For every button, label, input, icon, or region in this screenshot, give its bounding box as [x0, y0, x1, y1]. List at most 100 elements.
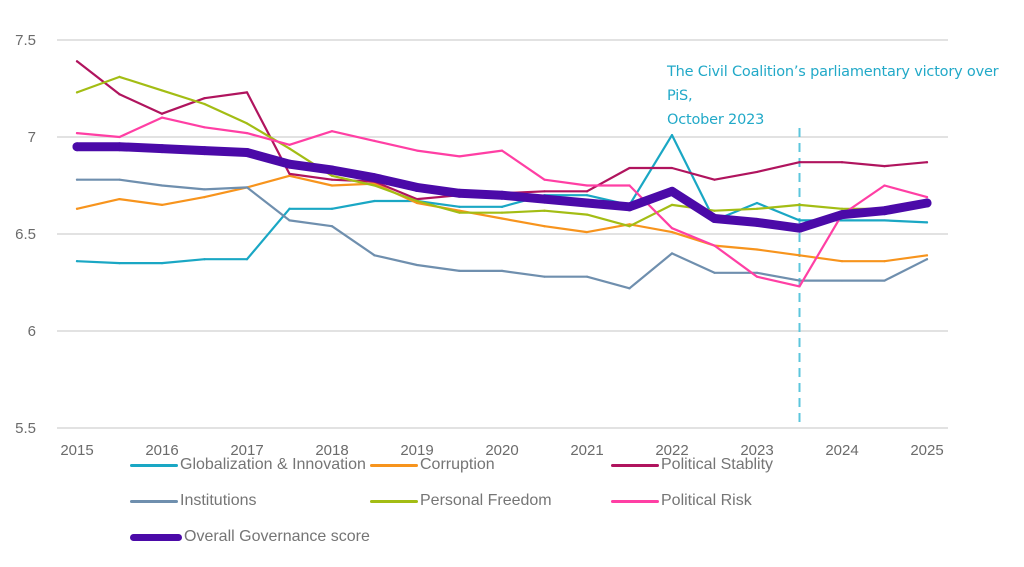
legend-item-institutions[interactable]: Institutions [130, 492, 256, 510]
data-point-personal-freedom [245, 122, 249, 125]
legend-label-personal-freedom: Personal Freedom [420, 492, 552, 509]
data-point-corruption [75, 207, 79, 210]
data-point-corruption [755, 248, 759, 251]
data-point-institutions [883, 279, 886, 282]
data-point-political-stability [883, 165, 886, 168]
data-point-globalization [330, 207, 334, 210]
data-point-political-risk [925, 196, 929, 199]
data-point-overall [200, 146, 209, 156]
data-point-overall [922, 198, 932, 208]
x-tick-label: 2019 [400, 442, 433, 459]
y-tick-label: 7.5 [15, 32, 36, 49]
y-tick-label: 7 [28, 129, 36, 146]
data-point-institutions [798, 279, 801, 282]
data-point-political-risk [713, 244, 716, 247]
y-tick-label: 6 [28, 323, 36, 340]
data-point-personal-freedom [203, 102, 206, 106]
data-point-political-risk [755, 275, 759, 278]
data-point-institutions [713, 271, 716, 274]
data-point-personal-freedom [500, 211, 504, 214]
data-point-personal-freedom [415, 199, 419, 203]
data-point-globalization [883, 219, 886, 222]
data-point-corruption [840, 260, 844, 263]
data-point-globalization [118, 262, 121, 265]
data-point-personal-freedom [288, 147, 291, 150]
data-point-institutions [160, 184, 164, 187]
data-point-overall [625, 202, 634, 212]
legend-swatch-institutions [130, 499, 178, 503]
data-point-institutions [330, 225, 334, 228]
data-point-institutions [670, 252, 674, 255]
x-tick-label: 2024 [825, 442, 858, 459]
legend-label-corruption: Corruption [420, 456, 495, 473]
data-point-globalization [245, 258, 249, 261]
data-point-political-risk [458, 155, 461, 158]
data-point-political-stability [118, 93, 121, 96]
legend-item-political-risk[interactable]: Political Risk [611, 492, 752, 510]
data-point-overall [582, 198, 592, 208]
data-point-globalization [840, 219, 844, 222]
data-point-overall [497, 190, 507, 200]
data-point-political-stability [755, 170, 759, 174]
data-point-institutions [415, 263, 419, 267]
data-point-personal-freedom [75, 91, 79, 94]
data-point-globalization [500, 205, 504, 208]
legend-label-institutions: Institutions [180, 492, 257, 509]
data-point-personal-freedom [543, 209, 546, 212]
data-point-corruption [883, 260, 886, 263]
data-point-political-stability [160, 112, 164, 115]
annotation-line-2: October 2023 [667, 112, 765, 128]
data-point-overall [710, 213, 719, 223]
legend-swatch-political-stability [611, 463, 659, 467]
data-point-personal-freedom [118, 75, 121, 78]
data-point-institutions [500, 269, 504, 272]
data-point-corruption [500, 217, 504, 220]
data-point-political-risk [883, 184, 886, 187]
legend-label-overall-governance: Overall Governance score [184, 528, 370, 545]
data-point-political-risk [330, 130, 334, 133]
legend-item-corruption[interactable]: Corruption [370, 456, 495, 474]
legend-swatch-personal-freedom [370, 499, 418, 503]
data-point-political-risk [373, 139, 376, 142]
data-point-overall [540, 194, 549, 204]
data-point-political-risk [798, 285, 801, 288]
data-point-globalization [458, 205, 461, 208]
data-point-globalization [670, 133, 674, 137]
data-point-political-stability [798, 161, 801, 164]
legend-swatch-corruption [370, 463, 418, 467]
data-point-institutions [288, 219, 291, 222]
data-point-institutions [585, 275, 589, 278]
data-point-personal-freedom [840, 207, 844, 210]
data-point-political-stability [670, 166, 674, 170]
data-point-corruption [288, 174, 291, 177]
data-point-personal-freedom [330, 174, 334, 177]
data-point-corruption [670, 230, 674, 234]
data-point-political-stability [628, 166, 631, 170]
data-point-personal-freedom [458, 211, 461, 214]
legend-item-overall-governance[interactable]: Overall Governance score [130, 528, 370, 546]
data-point-personal-freedom [373, 184, 376, 187]
legend-item-globalization[interactable]: Globalization & Innovation [130, 456, 366, 474]
data-point-political-stability [585, 190, 589, 193]
annotation-line-1: The Civil Coalition’s parliamentary vict… [667, 64, 999, 104]
data-point-institutions [840, 279, 844, 282]
data-point-overall [72, 142, 82, 152]
x-axis-ticks: 2015 2016 2017 2018 2019 2020 2021 2022 2023 2024… [60, 442, 943, 459]
x-tick-label: 2021 [570, 442, 603, 459]
x-tick-label: 2016 [145, 442, 178, 459]
annotation-text: The Civil Coalition’s parliamentary vict… [667, 60, 1024, 132]
data-point-institutions [458, 269, 461, 272]
data-point-institutions [755, 271, 759, 274]
data-point-political-stability [713, 178, 716, 181]
data-point-overall [412, 182, 422, 192]
series-lines [72, 60, 932, 290]
legend-item-political-stability[interactable]: Political Stablity [611, 456, 773, 474]
legend-label-globalization: Globalization & Innovation [180, 456, 366, 473]
legend-swatch-political-risk [611, 499, 659, 503]
data-point-globalization [75, 260, 79, 263]
legend-item-personal-freedom[interactable]: Personal Freedom [370, 492, 552, 510]
data-point-overall [880, 206, 889, 216]
data-point-institutions [75, 178, 79, 181]
data-point-corruption [203, 196, 206, 199]
